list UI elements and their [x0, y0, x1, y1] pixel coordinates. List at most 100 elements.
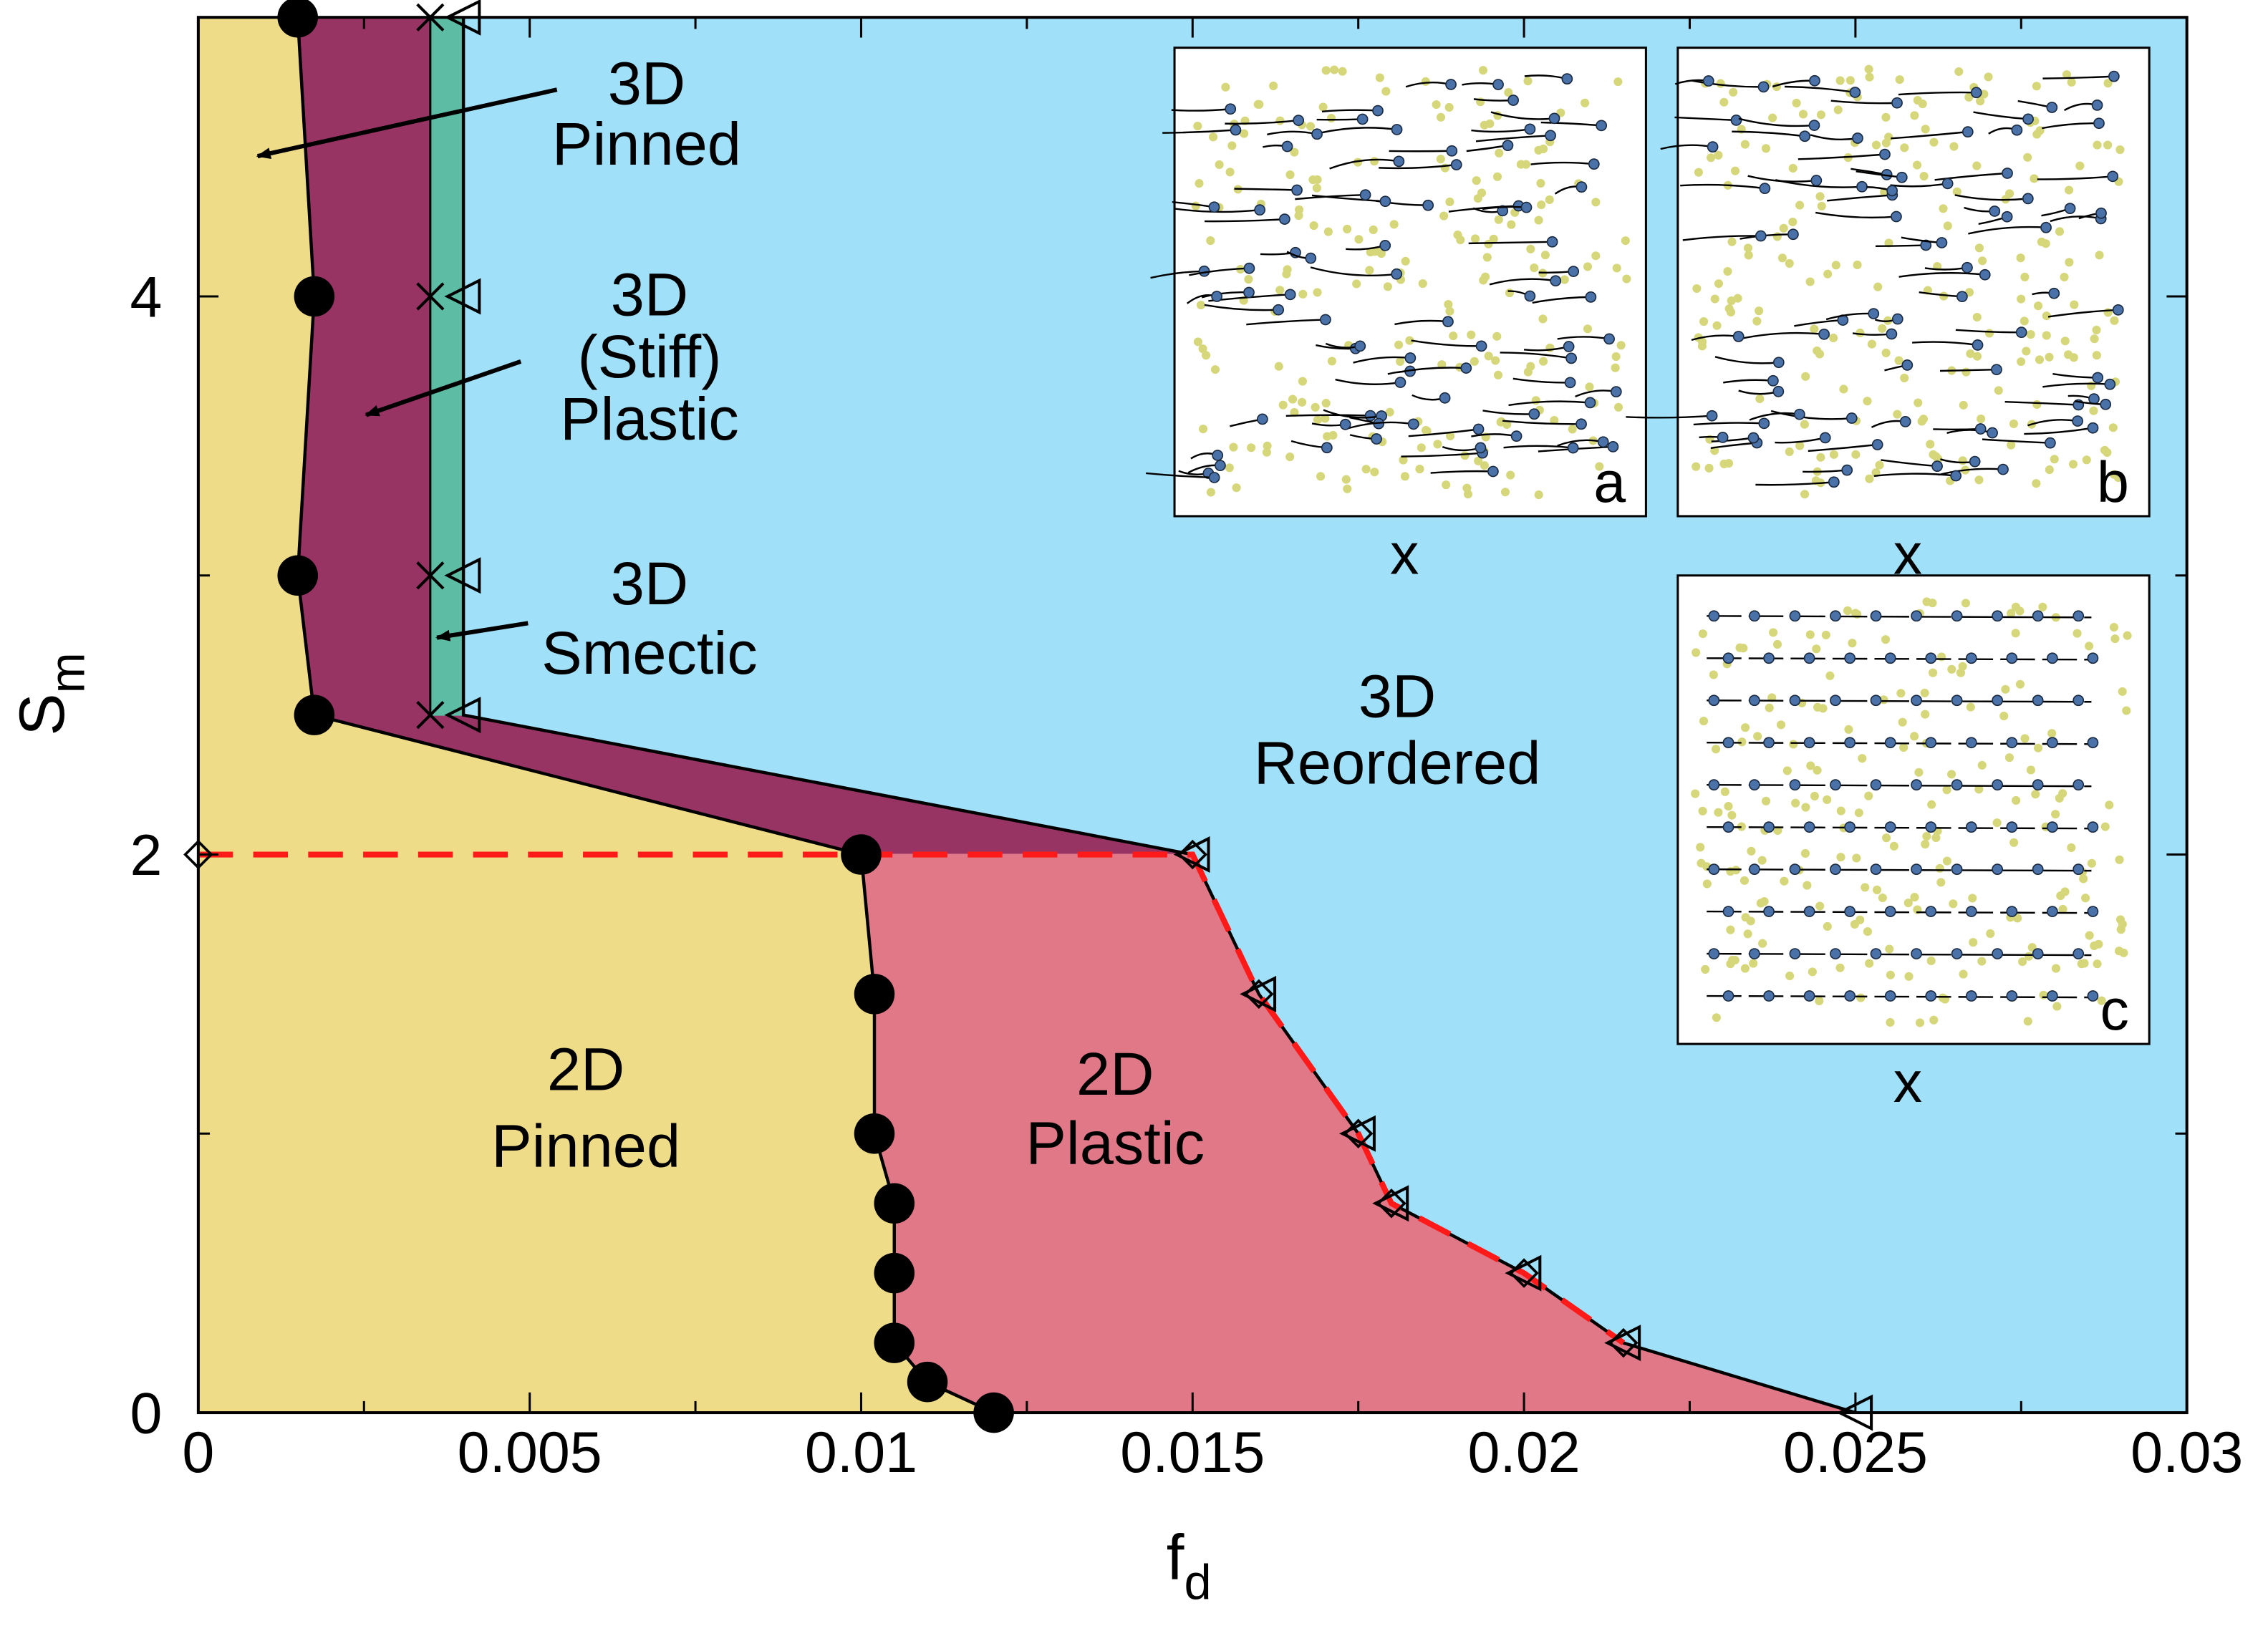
pin-particle: [1947, 664, 1956, 674]
vortex-particle: [1841, 464, 1853, 476]
pin-particle: [1313, 288, 1322, 297]
pin-particle: [1805, 630, 1815, 639]
vortex-particle: [1845, 412, 1858, 424]
vortex-particle: [1972, 339, 1984, 351]
pin-particle: [1269, 81, 1278, 91]
pin-particle: [1275, 286, 1285, 295]
trajectory: [2024, 427, 2093, 435]
pin-particle: [1788, 163, 1797, 173]
pin-particle: [2026, 330, 2035, 339]
pin-particle: [1974, 785, 1984, 794]
pin-particle: [1328, 430, 1338, 440]
pin-particle: [2116, 925, 2125, 934]
vortex-particle: [1828, 476, 1840, 488]
pin-particle: [1920, 688, 1929, 697]
vortex-particle: [1717, 432, 1729, 443]
pin-particle: [1740, 964, 1750, 973]
pin-particle: [1560, 275, 1569, 284]
pin-particle: [1545, 195, 1554, 205]
pin-particle: [1198, 344, 1207, 354]
vortex-particle: [1708, 779, 1720, 791]
pin-particle: [2095, 251, 2104, 260]
pin-particle: [1899, 742, 1909, 752]
vortex-particle: [1391, 124, 1403, 135]
vortex-particle: [1393, 155, 1405, 168]
vortex-particle: [2087, 422, 2099, 434]
region-label: 3D: [1359, 662, 1436, 730]
pin-particle: [1545, 343, 1555, 352]
pin-particle: [1785, 971, 1795, 981]
pin-particle: [1835, 963, 1845, 972]
pin-particle: [1800, 490, 1810, 499]
vortex-particle: [2011, 124, 2023, 136]
pin-particle: [2087, 858, 2096, 868]
pin-particle: [2067, 77, 2076, 87]
pin-particle: [1861, 883, 1870, 892]
pin-particle: [1719, 459, 1729, 468]
vortex-particle: [1356, 113, 1369, 125]
pin-particle: [2108, 423, 2118, 432]
pin-particle: [1812, 644, 1821, 654]
trajectory: [1295, 193, 1366, 200]
pin-particle: [1702, 879, 1712, 889]
pin-particle: [1848, 639, 1857, 648]
pin-particle: [1999, 711, 2009, 721]
pin-particle: [1942, 856, 1952, 866]
vortex-particle: [2108, 70, 2120, 82]
vortex-particle: [2072, 779, 2085, 791]
pin-particle: [1401, 256, 1410, 266]
diamond-marker: [1608, 1327, 1639, 1358]
vortex-particle: [1565, 352, 1578, 364]
vortex-particle: [1445, 79, 1457, 90]
vortex-particle: [1767, 374, 1779, 387]
pin-particle: [1752, 316, 1762, 326]
trajectory: [1785, 85, 1856, 94]
region-label: 3D: [611, 260, 688, 328]
diamond-marker: [1376, 1188, 1406, 1219]
vortex-particle: [1871, 439, 1883, 450]
pin-particle: [1858, 754, 1867, 763]
pin-particle: [1974, 243, 1984, 253]
vortex-particle: [1567, 442, 1579, 454]
pin-particle: [2062, 70, 2072, 79]
trajectory: [1329, 158, 1399, 170]
pin-particle: [2030, 174, 2039, 183]
pin-particle: [1815, 996, 1824, 1006]
pin-particle: [1823, 269, 1833, 279]
pin-particle: [1444, 102, 1454, 112]
pin-particle: [2020, 272, 2030, 281]
pin-particle: [1961, 367, 1971, 377]
pin-particle: [1495, 148, 1504, 158]
vortex-particle: [1911, 694, 1922, 707]
triangle-marker: [444, 697, 481, 734]
pin-particle: [1442, 480, 1451, 490]
pin-particle: [1531, 396, 1540, 405]
pin-particle: [1976, 97, 1985, 106]
pin-particle: [1854, 808, 1863, 818]
pin-particle: [1502, 420, 1512, 429]
pin-particle: [1739, 644, 1748, 653]
pin-particle: [2026, 765, 2035, 775]
pin-particle: [2093, 140, 2102, 150]
pin-particle: [1961, 599, 1970, 608]
x-tick-label: 0.01: [805, 1421, 917, 1485]
inset-frame: [1676, 574, 2151, 1045]
trajectory: [1162, 129, 1236, 134]
vortex-particle: [1439, 392, 1451, 404]
pin-particle: [2115, 855, 2124, 864]
pin-particle: [1757, 856, 1767, 865]
trajectory: [1468, 241, 1553, 245]
vortex-particle: [1810, 175, 1823, 186]
pin-particle: [2067, 843, 2076, 852]
pin-particle: [1863, 397, 1872, 406]
pin-particle: [1370, 157, 1379, 166]
diamond-marker: [1177, 839, 1208, 870]
pin-particle: [1992, 818, 2002, 828]
vortex-particle: [2006, 990, 2018, 1002]
vortex-particle: [1759, 183, 1771, 195]
pin-particle: [1730, 955, 1739, 965]
pin-particle: [2060, 337, 2070, 346]
pin-particle: [1929, 137, 1939, 147]
trajectory: [1502, 420, 1582, 425]
pin-particle: [1712, 1013, 1721, 1022]
